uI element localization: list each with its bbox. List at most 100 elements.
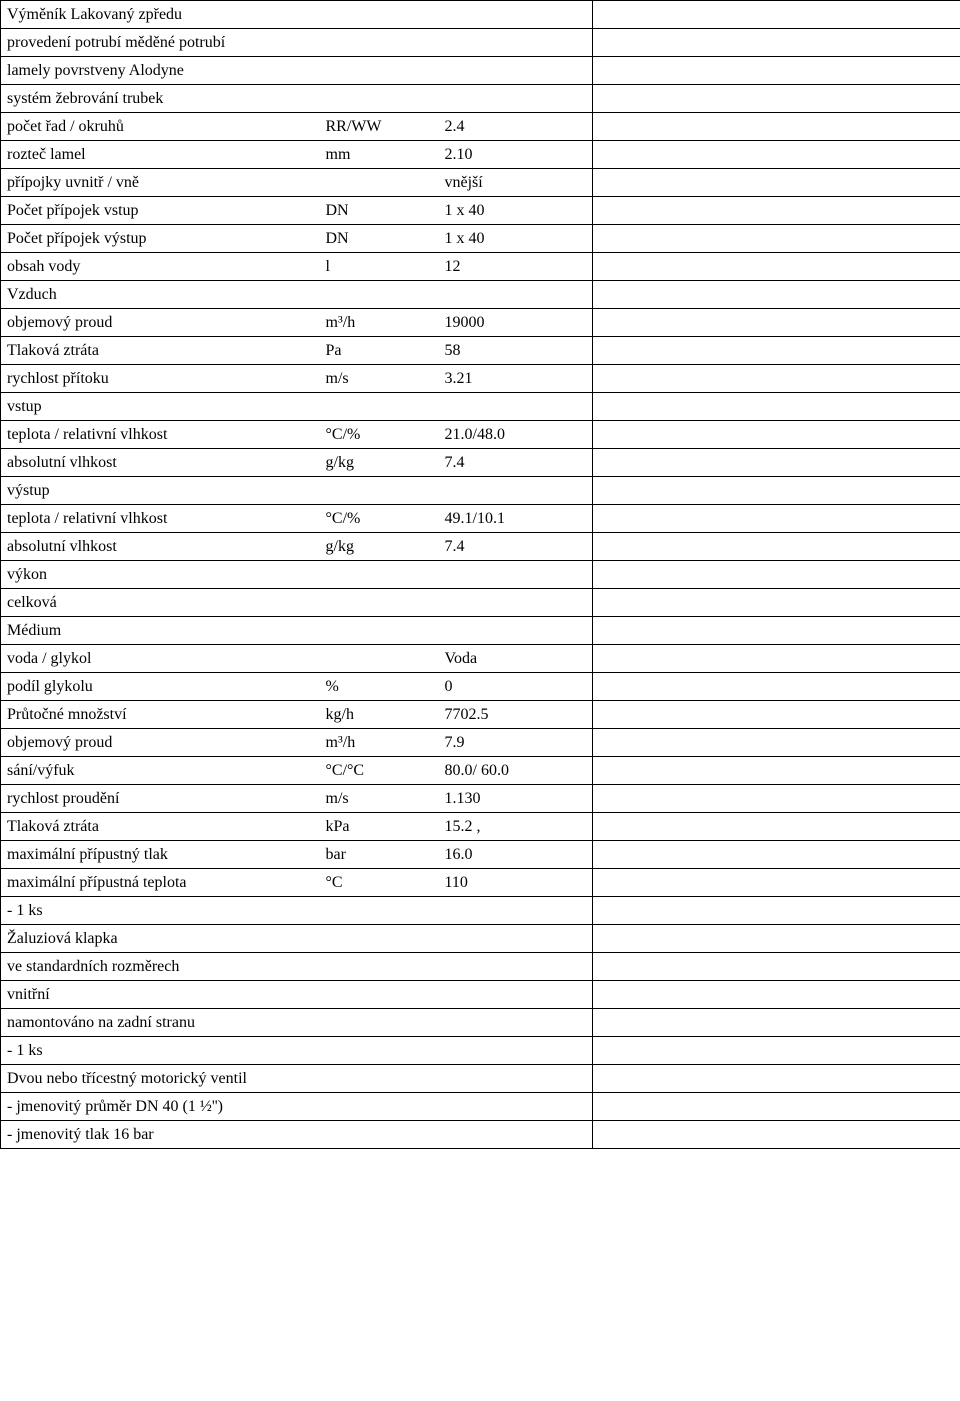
row-label: Dvou nebo třícestný motorický ventil — [1, 1065, 593, 1093]
row-label: absolutní vlhkost — [1, 533, 320, 561]
table-row: - jmenovitý průměr DN 40 (1 ½'') — [1, 1093, 960, 1121]
row-unit: mm — [320, 141, 439, 169]
row-label: počet řad / okruhů — [1, 113, 320, 141]
row-label: přípojky uvnitř / vně — [1, 169, 320, 197]
row-right — [593, 449, 960, 477]
row-label: - 1 ks — [1, 897, 593, 925]
table-row: podíl glykolu%0 — [1, 673, 960, 701]
table-row: - jmenovitý tlak 16 bar — [1, 1121, 960, 1149]
row-unit: m³/h — [320, 309, 439, 337]
row-right — [593, 393, 960, 421]
row-label: objemový proud — [1, 309, 320, 337]
row-unit: g/kg — [320, 449, 439, 477]
row-label: podíl glykolu — [1, 673, 320, 701]
table-row: rychlost přítokum/s3.21 — [1, 365, 960, 393]
row-label: rychlost přítoku — [1, 365, 320, 393]
table-row: Počet přípojek vstupDN1 x 40 — [1, 197, 960, 225]
row-unit: kg/h — [320, 701, 439, 729]
row-unit: m/s — [320, 785, 439, 813]
row-right — [593, 197, 960, 225]
row-label: namontováno na zadní stranu — [1, 1009, 593, 1037]
row-label: objemový proud — [1, 729, 320, 757]
row-right — [593, 477, 960, 505]
row-right — [593, 1, 960, 29]
row-value: 1 x 40 — [439, 197, 593, 225]
row-value: 49.1/10.1 — [439, 505, 593, 533]
table-row: Průtočné množstvíkg/h7702.5 — [1, 701, 960, 729]
row-value: 15.2 , — [439, 813, 593, 841]
row-unit: kPa — [320, 813, 439, 841]
row-label: ve standardních rozměrech — [1, 953, 593, 981]
table-row: namontováno na zadní stranu — [1, 1009, 960, 1037]
row-unit: DN — [320, 197, 439, 225]
table-row: vstup — [1, 393, 960, 421]
row-label: absolutní vlhkost — [1, 449, 320, 477]
row-right — [593, 589, 960, 617]
table-row: voda / glykolVoda — [1, 645, 960, 673]
row-right — [593, 1065, 960, 1093]
row-right — [593, 309, 960, 337]
table-row: objemový proudm³/h7.9 — [1, 729, 960, 757]
row-right — [593, 953, 960, 981]
row-unit: °C/% — [320, 421, 439, 449]
row-label: vstup — [1, 393, 593, 421]
row-value: 7.4 — [439, 449, 593, 477]
row-label: systém žebrování trubek — [1, 85, 593, 113]
row-right — [593, 785, 960, 813]
table-row: výstup — [1, 477, 960, 505]
row-label: Počet přípojek vstup — [1, 197, 320, 225]
row-value: 0 — [439, 673, 593, 701]
table-row: ve standardních rozměrech — [1, 953, 960, 981]
row-value: 80.0/ 60.0 — [439, 757, 593, 785]
row-right — [593, 141, 960, 169]
row-label: výkon — [1, 561, 593, 589]
table-row: přípojky uvnitř / vně vnější — [1, 169, 960, 197]
row-label: Médium — [1, 617, 593, 645]
row-label: Vzduch — [1, 281, 593, 309]
row-label: Počet přípojek výstup — [1, 225, 320, 253]
row-unit: °C/% — [320, 505, 439, 533]
row-value: 7.9 — [439, 729, 593, 757]
spec-table: Výměník Lakovaný zpředuprovedení potrubí… — [0, 0, 960, 1149]
row-value: 2.10 — [439, 141, 593, 169]
table-row: absolutní vlhkostg/kg7.4 — [1, 449, 960, 477]
row-unit: l — [320, 253, 439, 281]
table-row: sání/výfuk°C/°C80.0/ 60.0 — [1, 757, 960, 785]
row-label: maximální přípustný tlak — [1, 841, 320, 869]
table-row: Tlaková ztrátakPa15.2 , — [1, 813, 960, 841]
row-label: - 1 ks — [1, 1037, 593, 1065]
row-label: voda / glykol — [1, 645, 320, 673]
row-label: sání/výfuk — [1, 757, 320, 785]
row-right — [593, 113, 960, 141]
row-right — [593, 29, 960, 57]
row-right — [593, 1121, 960, 1149]
row-right — [593, 225, 960, 253]
row-label: Žaluziová klapka — [1, 925, 593, 953]
row-label: provedení potrubí měděné potrubí — [1, 29, 593, 57]
table-row: teplota / relativní vlhkost°C/%49.1/10.1 — [1, 505, 960, 533]
row-right — [593, 561, 960, 589]
table-row: - 1 ks — [1, 897, 960, 925]
row-right — [593, 701, 960, 729]
row-label: obsah vody — [1, 253, 320, 281]
row-label: - jmenovitý průměr DN 40 (1 ½'') — [1, 1093, 593, 1121]
row-unit: % — [320, 673, 439, 701]
row-right — [593, 841, 960, 869]
table-row: lamely povrstveny Alodyne — [1, 57, 960, 85]
row-label: maximální přípustná teplota — [1, 869, 320, 897]
row-label: teplota / relativní vlhkost — [1, 421, 320, 449]
table-row: Výměník Lakovaný zpředu — [1, 1, 960, 29]
row-right — [593, 673, 960, 701]
table-row: systém žebrování trubek — [1, 85, 960, 113]
row-label: teplota / relativní vlhkost — [1, 505, 320, 533]
row-right — [593, 729, 960, 757]
table-row: maximální přípustná teplota°C110 — [1, 869, 960, 897]
row-label: - jmenovitý tlak 16 bar — [1, 1121, 593, 1149]
row-right — [593, 421, 960, 449]
row-value: vnější — [439, 169, 593, 197]
table-row: absolutní vlhkostg/kg7.4 — [1, 533, 960, 561]
row-right — [593, 365, 960, 393]
table-row: Tlaková ztrátaPa58 — [1, 337, 960, 365]
row-value: 7702.5 — [439, 701, 593, 729]
row-value: 16.0 — [439, 841, 593, 869]
